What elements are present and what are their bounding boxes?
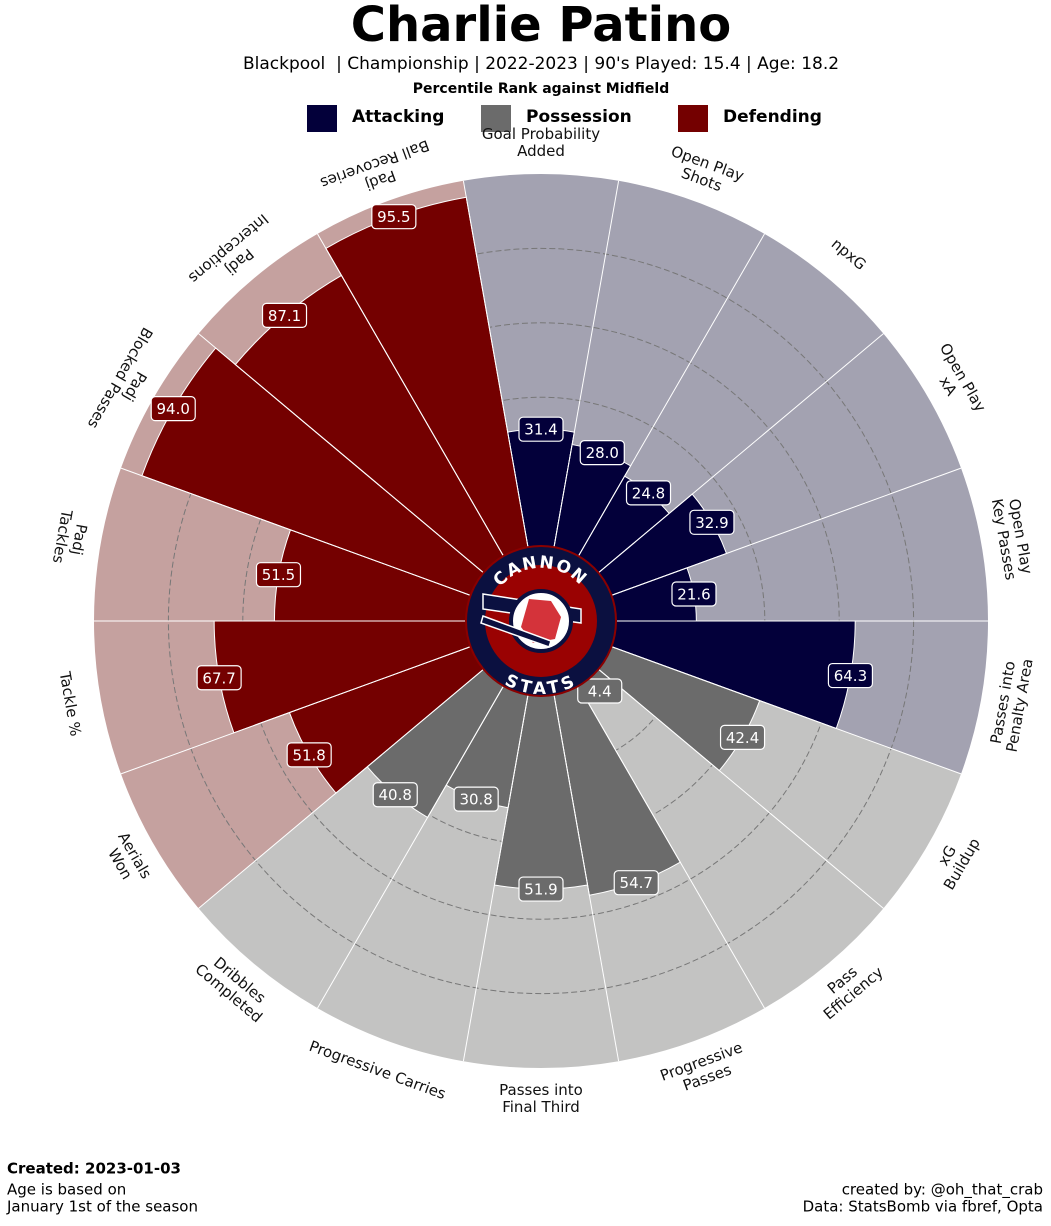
chart-title: Charlie Patino	[351, 0, 731, 53]
legend-label: Defending	[723, 107, 822, 127]
category-label-box: Goal Probability Added	[481, 125, 601, 160]
value-label: 28.0	[586, 444, 619, 462]
category-label: Passes into Final Third	[499, 1081, 583, 1116]
value-label-box	[613, 870, 659, 896]
value-label: 30.8	[459, 791, 492, 809]
legend-swatch	[307, 105, 337, 132]
footer-note: January 1st of the season	[6, 1198, 198, 1216]
value-label-box	[518, 876, 564, 902]
footer-created: Created: 2023-01-03	[7, 1160, 181, 1178]
footer-credit: Data: StatsBomb via fbref, Opta	[803, 1198, 1043, 1216]
value-label-box	[689, 509, 735, 535]
legend-swatch	[678, 105, 708, 132]
legend-label: Possession	[526, 107, 632, 127]
value-label-box	[372, 782, 418, 808]
value-label: 42.4	[726, 729, 759, 747]
plot-area: Attacking Possession Defending 31.4 28.0 24.8…	[49, 105, 1037, 1116]
slice-background	[463, 174, 619, 548]
value-label-box	[196, 665, 242, 691]
value-label: 51.5	[262, 566, 295, 584]
value-label-box	[671, 581, 717, 607]
value-label: 54.7	[620, 874, 653, 892]
footer-note: Age is based on	[7, 1181, 126, 1199]
logo-barrel	[480, 615, 552, 648]
value-label-box	[577, 678, 623, 704]
value-label: 51.9	[524, 881, 557, 899]
legend-swatch	[481, 105, 511, 132]
value-label-box	[261, 302, 308, 328]
value-label: 32.9	[695, 514, 728, 532]
value-label: 24.8	[632, 484, 665, 502]
value-label: 95.5	[377, 208, 410, 226]
value-label-box	[579, 440, 625, 466]
value-label-box	[625, 480, 672, 506]
category-label-box: Passes into Final Third	[499, 1081, 583, 1116]
legend-label: Attacking	[352, 107, 444, 127]
chart-subtitle: Blackpool | Championship | 2022-2023 | 9…	[243, 54, 839, 74]
value-label: 40.8	[379, 786, 412, 804]
value-label: 31.4	[524, 421, 557, 439]
value-label-box	[255, 562, 302, 588]
category-label: Goal Probability Added	[481, 125, 601, 160]
slice-background	[578, 669, 884, 1009]
value-label-box	[827, 662, 874, 689]
value-label-box	[518, 416, 564, 442]
value-label: 94.0	[157, 400, 190, 418]
value-label: 67.7	[202, 669, 235, 687]
value-label: 87.1	[268, 307, 301, 325]
value-label-box	[453, 786, 499, 812]
value-label-box	[371, 204, 417, 230]
value-label: 21.6	[677, 586, 710, 604]
value-label: 4.4	[588, 682, 612, 700]
logo-emblem	[521, 599, 561, 643]
value-label-box	[719, 724, 766, 750]
value-label-box	[150, 396, 196, 422]
value-label: 64.3	[834, 667, 867, 685]
value-label-box	[286, 742, 332, 768]
axis-label: Percentile Rank against Midfield	[413, 81, 669, 97]
footer-credit: created by: @oh_that_crab	[842, 1181, 1043, 1200]
value-label: 51.8	[292, 746, 325, 764]
